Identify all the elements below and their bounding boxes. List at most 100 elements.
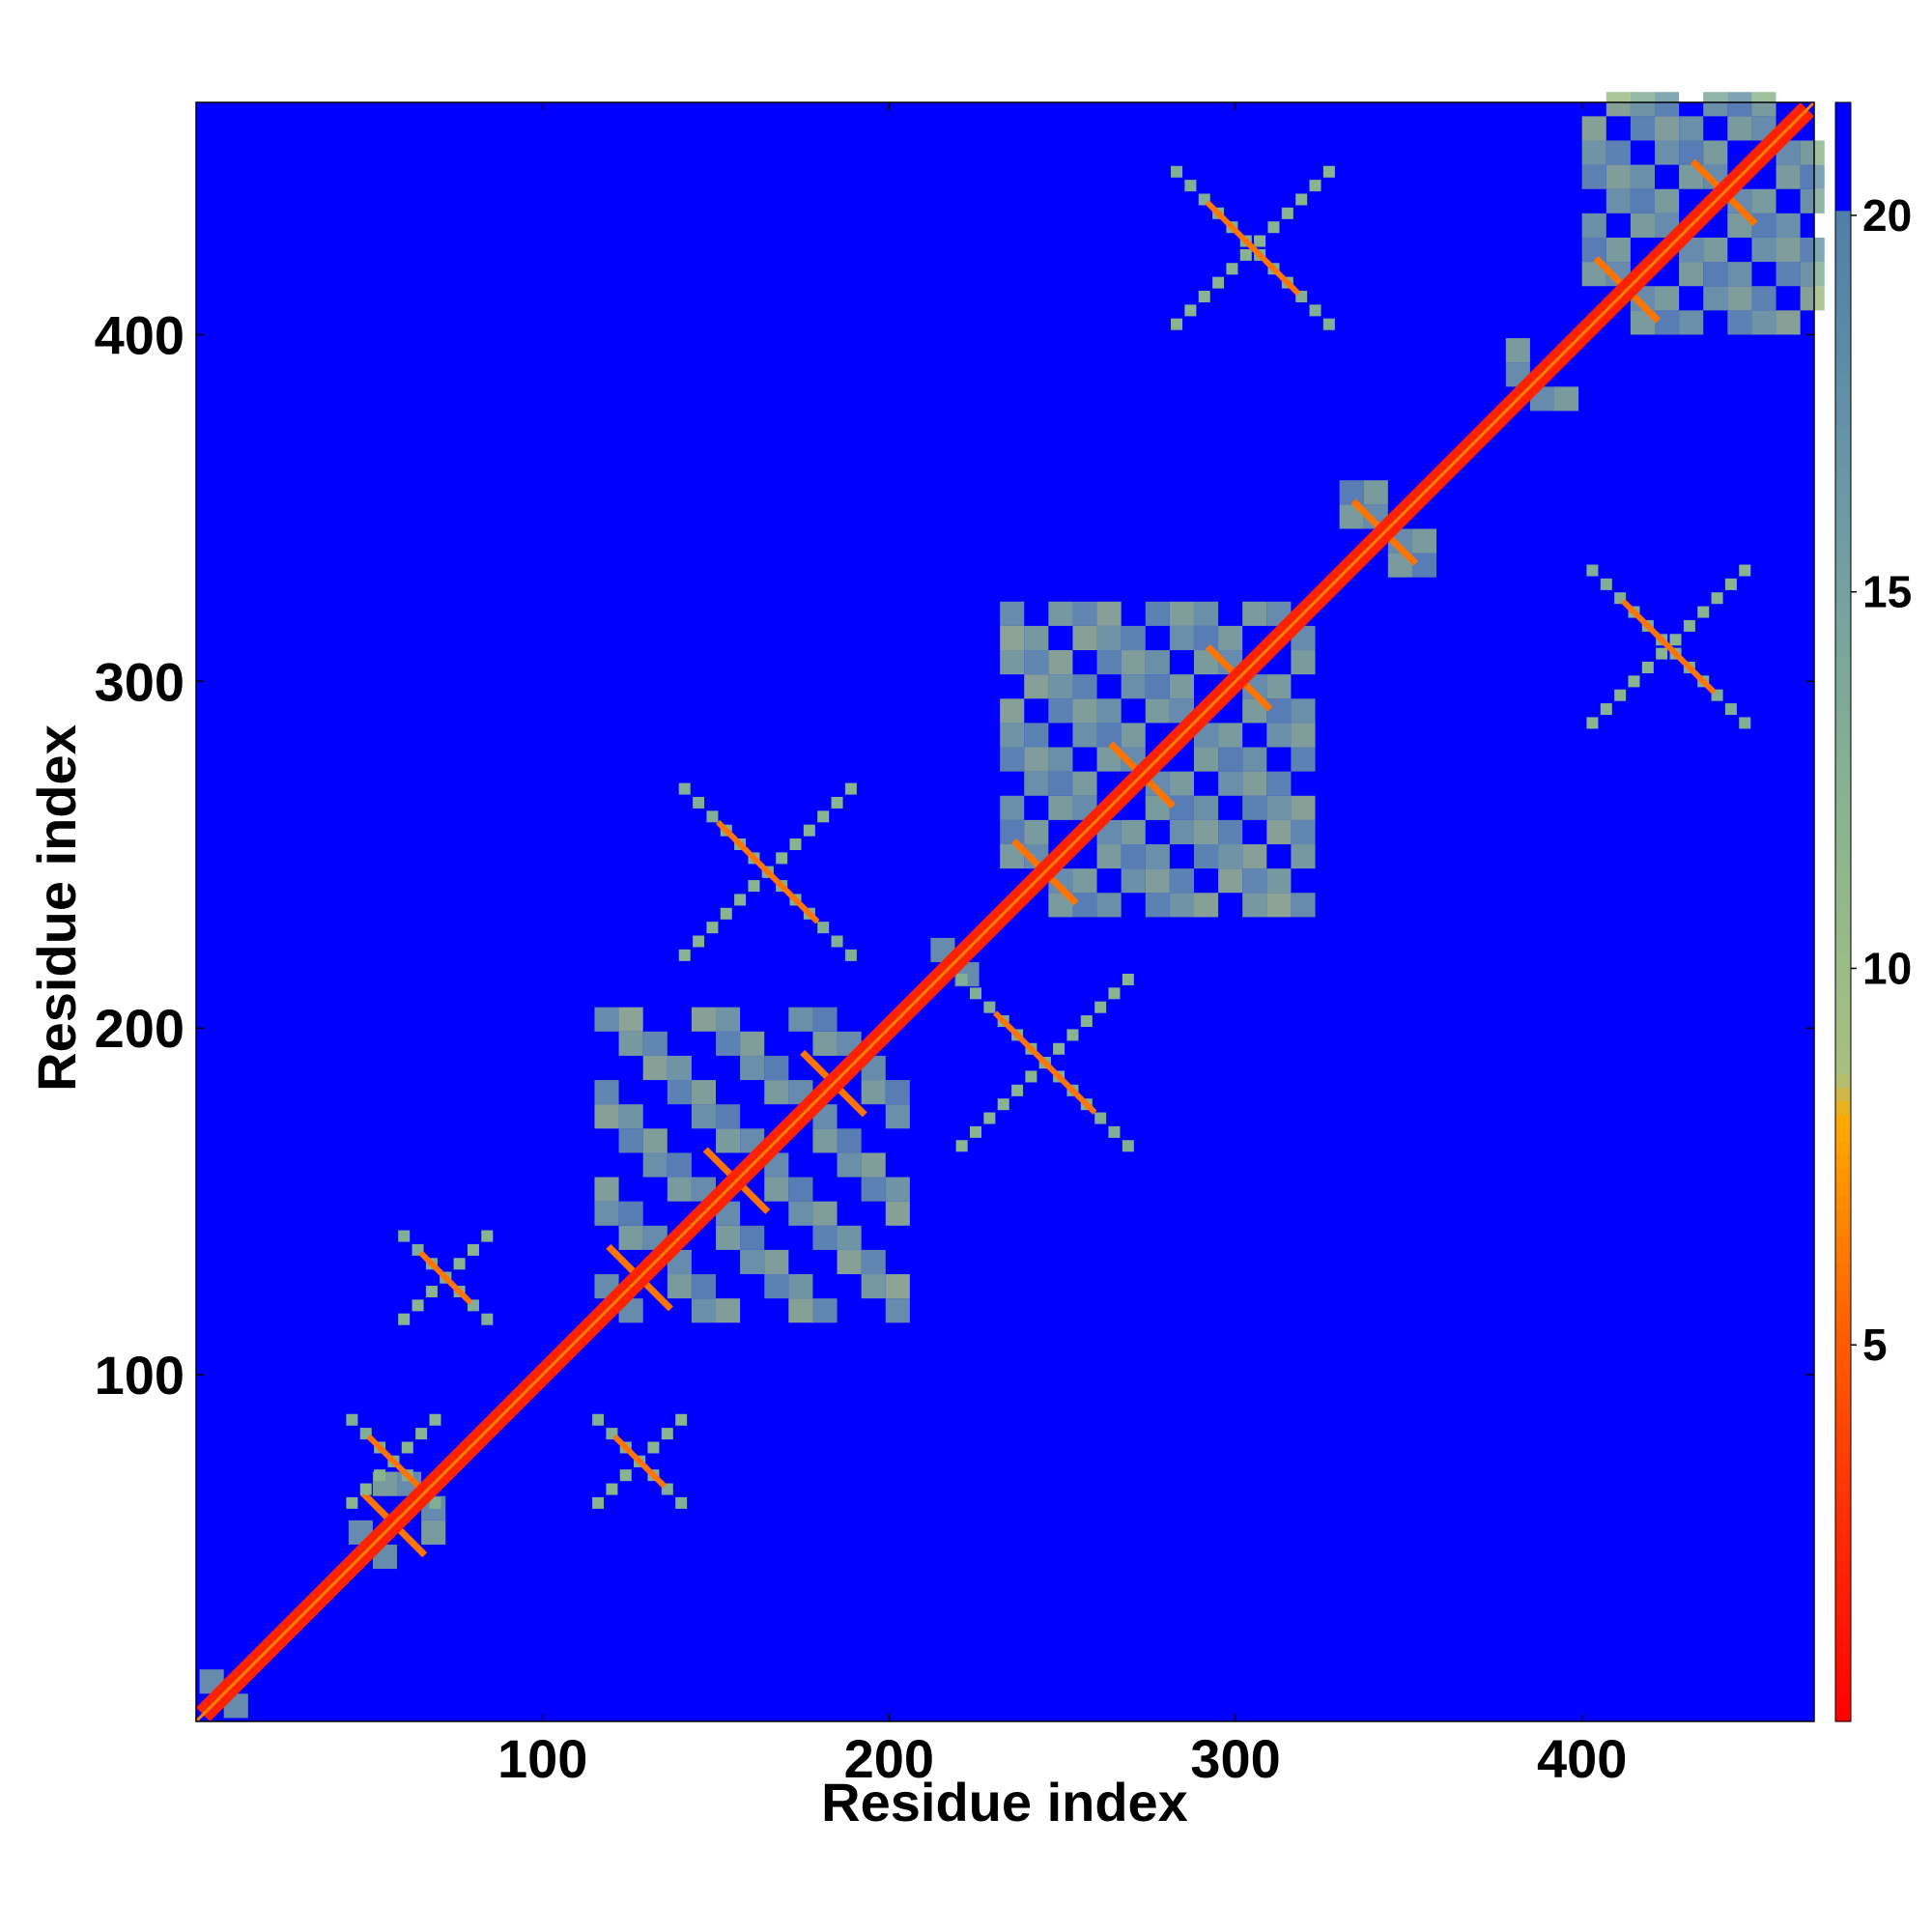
heatmap-cell — [1072, 601, 1097, 626]
heatmap-cell — [885, 1298, 910, 1323]
heatmap-cell — [837, 1152, 862, 1178]
heatmap-cell — [1169, 601, 1194, 626]
heatmap-cell — [1411, 553, 1437, 578]
heatmap-cell — [1072, 868, 1097, 894]
heatmap-cell — [642, 1055, 668, 1081]
heatmap-cell — [1000, 698, 1025, 724]
heatmap-cell — [1193, 601, 1219, 626]
heatmap-cell — [1776, 213, 1801, 238]
heatmap-cell — [1000, 795, 1025, 820]
y-tick-label: 100 — [95, 1345, 185, 1406]
colorbar-segment — [1835, 1329, 1851, 1345]
heatmap-cell — [1145, 893, 1170, 918]
colorbar-segment — [1835, 345, 1851, 359]
heatmap-cell — [1193, 747, 1219, 772]
colorbar-segment — [1835, 1370, 1851, 1385]
heatmap-cell — [667, 1152, 692, 1178]
heatmap-cell — [1800, 164, 1825, 189]
heatmap-cell — [618, 1007, 643, 1032]
colorbar-segment — [1835, 210, 1851, 225]
heatmap-cell — [861, 1177, 886, 1202]
heatmap-cell — [1266, 868, 1292, 894]
heatmap-contact-patch — [1171, 165, 1335, 330]
heatmap-cell — [1072, 625, 1097, 651]
heatmap-cell — [1679, 116, 1704, 141]
heatmap-cell — [788, 1298, 813, 1323]
heatmap-cell — [1024, 747, 1049, 772]
heatmap-cell — [618, 1225, 643, 1250]
colorbar-segment — [1835, 1263, 1851, 1277]
colorbar-segment — [1835, 480, 1851, 495]
heatmap-cell — [748, 880, 760, 893]
colorbar-segment — [1835, 1019, 1851, 1035]
heatmap-cell — [1751, 92, 1776, 117]
heatmap-cell — [1751, 188, 1776, 213]
heatmap-cell — [693, 796, 705, 809]
heatmap-contact-patch — [398, 1230, 494, 1325]
heatmap-cell — [1145, 650, 1170, 675]
heatmap-cell — [1193, 819, 1219, 845]
heatmap-cell — [716, 1225, 741, 1250]
heatmap-cell — [1655, 92, 1680, 117]
colorbar-segment — [1835, 1505, 1851, 1520]
heatmap-cell — [1291, 747, 1316, 772]
heatmap-cell — [812, 1031, 838, 1056]
colorbar-segment — [1835, 804, 1851, 818]
heatmap-cell — [1242, 747, 1267, 772]
heatmap-cell — [346, 1496, 358, 1509]
colorbar-segment — [1835, 412, 1851, 427]
heatmap-contact-strand — [992, 1010, 1097, 1115]
heatmap-cell — [359, 1483, 372, 1495]
colorbar-segment — [1835, 1640, 1851, 1655]
heatmap-cell — [1656, 647, 1668, 660]
heatmap-cell — [1291, 795, 1316, 820]
colorbar-segment — [1835, 1343, 1851, 1358]
heatmap-cell — [1242, 601, 1267, 626]
heatmap-cell — [1605, 164, 1631, 189]
heatmap-cell — [1145, 844, 1170, 869]
heatmap-cell — [1739, 717, 1751, 729]
colorbar-segment — [1835, 790, 1851, 805]
heatmap-cell — [1025, 1070, 1037, 1083]
heatmap-cell — [983, 1001, 996, 1013]
heatmap-cell — [885, 1104, 910, 1129]
heatmap-cell — [1683, 619, 1695, 632]
heatmap-cell — [594, 1201, 619, 1226]
heatmap-cell — [1322, 318, 1335, 330]
colorbar-segment — [1835, 1141, 1851, 1155]
x-tick-label: 300 — [1190, 1728, 1280, 1789]
heatmap-cell — [642, 1152, 668, 1178]
heatmap-cell — [1000, 625, 1025, 651]
colorbar-segment — [1835, 763, 1851, 778]
heatmap-cell — [1024, 771, 1049, 796]
colorbar-segment — [1835, 1600, 1851, 1614]
colorbar-segment — [1835, 1573, 1851, 1587]
colorbar-segment — [1835, 750, 1851, 764]
heatmap-cell — [1169, 795, 1194, 820]
colorbar-axis: 5 10 15 20 — [1851, 190, 1912, 1370]
heatmap-cell — [1108, 1125, 1121, 1138]
heatmap-cell — [1254, 235, 1266, 247]
heatmap-cell — [693, 935, 705, 948]
colorbar-segment — [1835, 898, 1851, 913]
heatmap-cell — [740, 1031, 765, 1056]
heatmap-cell — [1242, 868, 1267, 894]
colorbar-segment — [1835, 1249, 1851, 1264]
heatmap-cell — [1024, 723, 1049, 748]
heatmap-cell — [675, 1413, 688, 1426]
plot-area — [194, 92, 1825, 1723]
heatmap-cell — [1108, 987, 1121, 1000]
heatmap-cell — [1751, 213, 1776, 238]
heatmap-cell — [1239, 248, 1252, 261]
heatmap-cell — [1024, 650, 1049, 675]
heatmap-cell — [1072, 674, 1097, 699]
heatmap-cell — [398, 1313, 411, 1325]
colorbar-segment — [1835, 142, 1851, 157]
heatmap-cell — [678, 782, 691, 795]
y-axis: 100 200 300 400 — [95, 304, 1814, 1406]
heatmap-cell — [1679, 262, 1704, 287]
colorbar-segment — [1835, 1410, 1851, 1426]
heatmap-cell — [1605, 140, 1631, 165]
colorbar-segment — [1835, 1046, 1851, 1062]
heatmap-cell — [1218, 723, 1243, 748]
